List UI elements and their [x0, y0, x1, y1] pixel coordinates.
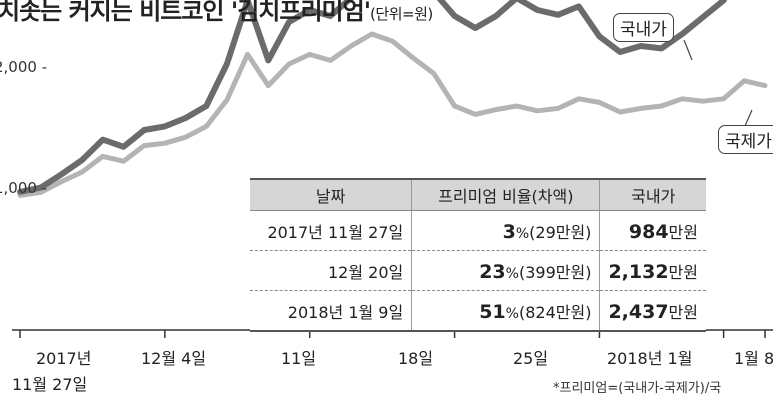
column-header-premium: 프리미엄 비율(차액)	[411, 178, 600, 211]
row-date: 2018년 1월 9일	[250, 290, 412, 332]
row-premium: 51%(824만원)	[411, 290, 600, 332]
x-tick-label: 2017년	[36, 349, 92, 368]
column-header-date: 날짜	[250, 178, 412, 211]
x-tick-label: 2018년 1월	[607, 349, 693, 368]
row-premium: 23%(399만원)	[411, 250, 600, 291]
row-price: 2,437만원	[599, 290, 706, 332]
series-line-international	[17, 31, 768, 198]
legend-callout-international: 국제가	[718, 125, 773, 154]
y-tick-label-low: 1,000 -	[0, 179, 48, 197]
legend-callout-domestic: 국내가	[613, 13, 674, 42]
row-premium: 3%(29만원)	[411, 210, 600, 251]
y-tick-label-high: 2,000 -	[0, 58, 48, 76]
chart-title: 치솟는 커지는 비트코인 '김치프리미엄'(단위=원)	[0, 0, 433, 25]
series-lines	[17, 0, 768, 198]
row-date: 2017년 11월 27일	[250, 210, 412, 251]
x-tick-label: 12월 4일	[141, 349, 207, 368]
row-date: 12월 20일	[250, 250, 412, 291]
series-line-domestic	[17, 0, 728, 195]
x-tick-label: 11일	[281, 349, 317, 368]
footnote: *프리미엄=(국내가-국제가)/국	[553, 381, 722, 396]
callout-pointer-domestic	[683, 39, 693, 61]
premium-table: 날짜 프리미엄 비율(차액) 국내가 2017년 11월 27일 3%(29만원…	[250, 178, 706, 332]
table-row: 12월 20일 23%(399만원) 2,132만원	[250, 250, 706, 291]
row-price: 2,132만원	[599, 250, 706, 291]
unit-label: (단위=원)	[370, 5, 433, 23]
x-tick-label: 25일	[513, 349, 549, 368]
x-tick-label: 1월 8	[734, 349, 773, 368]
table-row: 2017년 11월 27일 3%(29만원) 984만원	[250, 210, 706, 251]
row-price: 984만원	[599, 210, 706, 251]
x-tick-label: 18일	[398, 349, 434, 368]
table-row: 2018년 1월 9일 51%(824만원) 2,437만원	[250, 290, 706, 332]
column-header-price: 국내가	[599, 178, 706, 211]
callout-pointer-international	[744, 109, 753, 127]
table-header-row: 날짜 프리미엄 비율(차액) 국내가	[250, 178, 706, 211]
x-tick-label-sub: 11월 27일	[12, 375, 88, 394]
